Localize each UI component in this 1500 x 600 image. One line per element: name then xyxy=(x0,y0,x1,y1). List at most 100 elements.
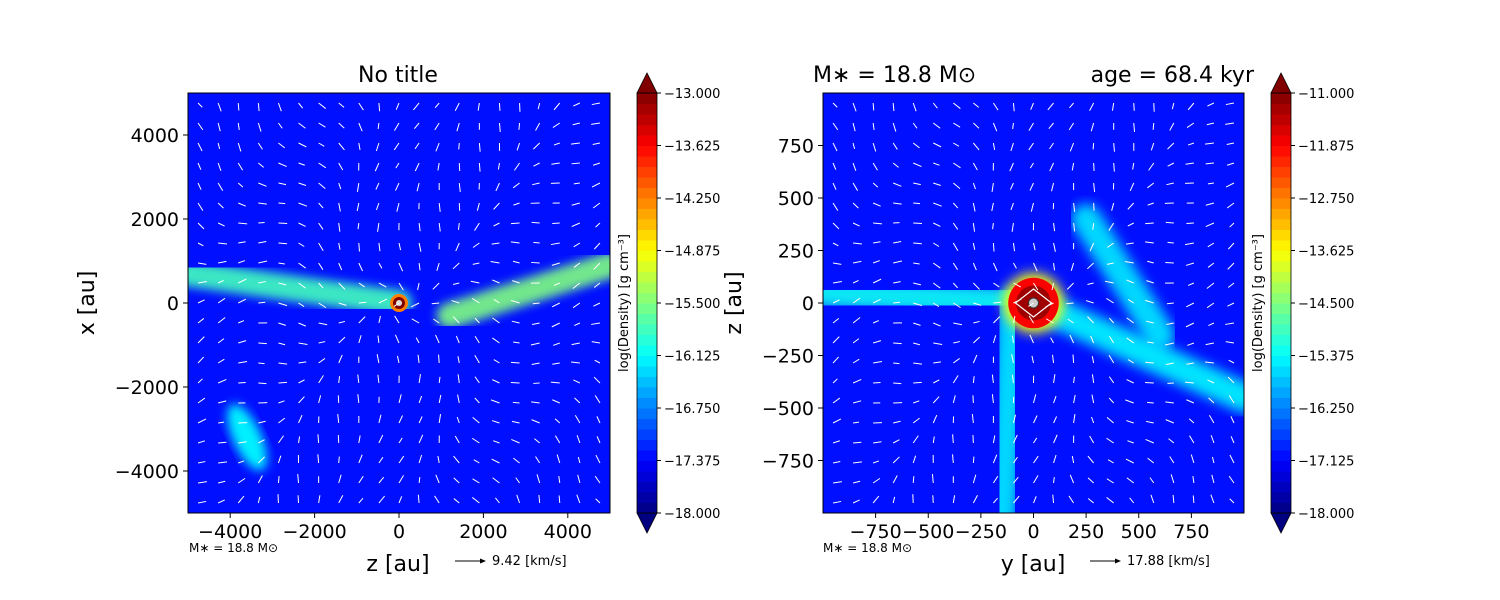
velocity-arrow xyxy=(832,397,841,404)
velocity-arrow xyxy=(1111,102,1115,111)
velocity-arrow xyxy=(298,282,306,289)
velocity-arrow xyxy=(972,262,977,271)
x-tick-label: 4000 xyxy=(544,521,592,543)
colorbar-tick-label: −11.000 xyxy=(1298,87,1354,102)
velocity-arrow xyxy=(913,362,922,365)
velocity-arrow xyxy=(453,477,460,484)
velocity-arrow xyxy=(572,282,581,289)
velocity-arrow xyxy=(394,182,400,191)
velocity-arrow xyxy=(298,361,307,364)
panel-right-quiver-key: 17.88 [km/s] xyxy=(1127,554,1210,569)
velocity-arrow xyxy=(553,142,560,146)
velocity-arrow xyxy=(832,461,841,464)
velocity-arrow xyxy=(932,396,940,404)
velocity-arrow xyxy=(278,342,286,346)
velocity-arrow xyxy=(952,395,956,404)
velocity-arrow xyxy=(471,297,480,304)
velocity-arrow xyxy=(551,302,560,308)
velocity-arrow xyxy=(1045,302,1054,308)
velocity-arrow xyxy=(552,222,560,225)
colorbar-tick-label: −17.125 xyxy=(1298,455,1354,470)
velocity-arrow xyxy=(893,362,900,365)
velocity-arrow xyxy=(258,362,265,365)
velocity-arrow xyxy=(932,414,938,424)
velocity-arrow xyxy=(952,434,954,444)
velocity-arrow xyxy=(1051,282,1055,291)
velocity-arrow xyxy=(238,278,247,284)
velocity-arrow xyxy=(197,281,207,284)
velocity-arrow xyxy=(1207,102,1215,107)
y-tick-label: 250 xyxy=(778,241,814,263)
velocity-arrow xyxy=(278,262,285,265)
colorbar-segment xyxy=(637,156,657,167)
velocity-arrow xyxy=(318,242,324,251)
velocity-arrow xyxy=(456,122,460,132)
velocity-arrow xyxy=(218,480,226,484)
velocity-arrow xyxy=(852,338,860,344)
velocity-arrow xyxy=(1184,381,1194,384)
velocity-arrow xyxy=(516,494,521,504)
velocity-arrow xyxy=(218,260,227,264)
velocity-arrow xyxy=(278,381,288,384)
velocity-arrow xyxy=(197,299,205,304)
velocity-arrow xyxy=(1147,202,1154,206)
velocity-arrow xyxy=(1166,302,1174,305)
velocity-arrow xyxy=(552,342,560,346)
velocity-arrow xyxy=(551,262,560,266)
velocity-arrow xyxy=(912,435,919,444)
velocity-arrow xyxy=(973,302,982,306)
velocity-arrow xyxy=(1226,202,1235,209)
velocity-arrow xyxy=(913,182,921,186)
velocity-arrow xyxy=(318,222,324,230)
colorbar-tick-label: −14.875 xyxy=(664,245,720,260)
colorbar-tick-label: −13.625 xyxy=(1298,245,1354,260)
velocity-arrow xyxy=(892,122,897,132)
velocity-arrow xyxy=(1229,222,1235,228)
velocity-arrow xyxy=(1126,337,1135,344)
velocity-arrow xyxy=(913,282,922,286)
velocity-arrow xyxy=(510,299,520,304)
velocity-arrow xyxy=(258,182,267,187)
velocity-arrow xyxy=(1073,202,1076,212)
velocity-arrow xyxy=(1091,416,1095,424)
velocity-arrow xyxy=(298,162,305,166)
velocity-arrow xyxy=(1166,182,1174,186)
velocity-arrow xyxy=(933,379,940,384)
velocity-arrow xyxy=(992,475,999,484)
velocity-arrow xyxy=(1205,361,1214,364)
colorbar-segment xyxy=(1271,397,1291,409)
velocity-arrow xyxy=(1188,418,1195,424)
velocity-arrow xyxy=(417,282,420,291)
velocity-arrow xyxy=(832,281,842,284)
velocity-arrow xyxy=(1106,262,1114,265)
velocity-arrow xyxy=(574,415,581,424)
velocity-arrow xyxy=(535,456,541,464)
velocity-arrow xyxy=(495,182,500,192)
velocity-arrow xyxy=(278,282,287,286)
velocity-arrow xyxy=(913,342,920,346)
velocity-arrow xyxy=(298,436,301,444)
velocity-arrow xyxy=(1167,241,1174,244)
velocity-arrow xyxy=(1207,262,1215,268)
velocity-arrow xyxy=(490,399,500,404)
velocity-arrow xyxy=(398,475,404,484)
velocity-arrow xyxy=(457,374,460,384)
velocity-arrow xyxy=(358,262,364,272)
velocity-arrow xyxy=(1113,142,1115,152)
colorbar-tick-label: −16.125 xyxy=(664,350,720,365)
velocity-arrow xyxy=(992,435,996,444)
velocity-arrow xyxy=(1126,477,1135,484)
velocity-arrow xyxy=(457,222,460,230)
velocity-arrow xyxy=(852,222,860,227)
colorbar-segment xyxy=(637,481,657,493)
velocity-arrow xyxy=(393,302,400,307)
velocity-arrow xyxy=(493,202,500,210)
velocity-arrow xyxy=(872,122,875,131)
velocity-arrow xyxy=(1053,374,1056,384)
velocity-arrow xyxy=(1206,302,1215,309)
colorbar-segment xyxy=(1271,229,1291,241)
velocity-arrow xyxy=(237,142,242,152)
velocity-arrow xyxy=(1207,379,1215,384)
velocity-arrow xyxy=(258,439,265,444)
panel-right-ylabel: z [au] xyxy=(722,271,747,334)
